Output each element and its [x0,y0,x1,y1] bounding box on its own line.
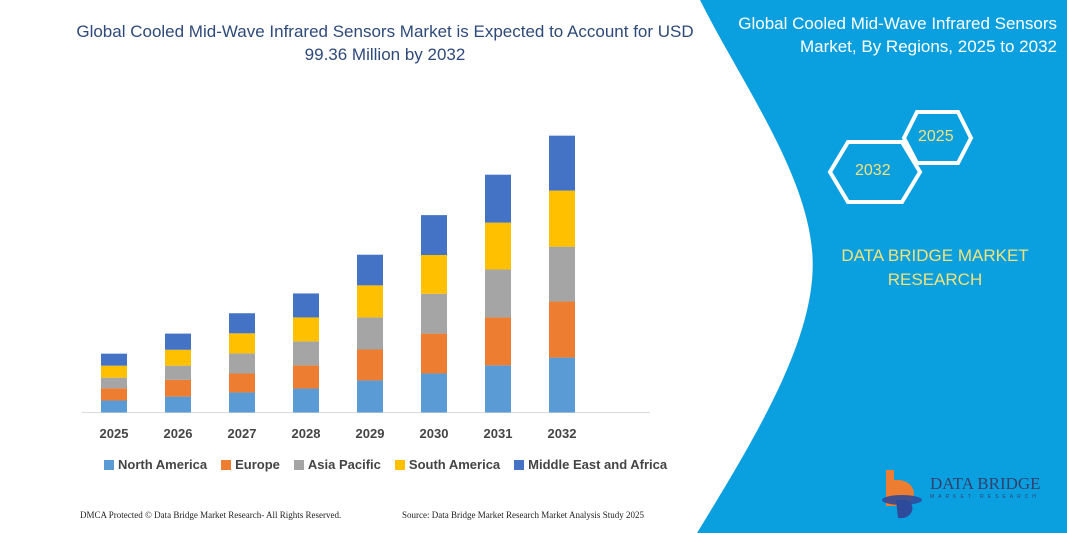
bar-segment-2026-1 [165,379,191,397]
x-tick-label: 2026 [164,426,193,441]
bar-segment-2028-4 [293,293,319,318]
legend-label: South America [408,457,501,472]
bar-segment-2026-2 [165,365,191,380]
x-tick-label: 2027 [228,426,257,441]
bar-segment-2030-2 [421,293,447,334]
hex-label-2025: 2025 [918,128,954,145]
hexagon-2032 [827,140,923,204]
x-tick-label: 2031 [484,426,513,441]
legend-swatch [293,460,304,470]
bar-segment-2026-0 [165,396,191,413]
hexagon-2025 [901,110,974,165]
side-panel-title: Global Cooled Mid-Wave Infrared Sensors … [738,14,1057,56]
bar-segment-2029-0 [357,380,383,413]
bar-segment-2030-3 [421,254,447,294]
legend-label: Europe [235,457,280,472]
footer-copyright: DMCA Protected © Data Bridge Market Rese… [80,510,342,520]
bar-segment-2026-4 [165,333,191,350]
bar-segment-2028-3 [293,317,319,342]
legend-swatch [104,460,114,470]
hex-label-2032: 2032 [855,162,891,179]
bar-segment-2031-3 [485,222,511,270]
x-tick-label: 2032 [548,426,577,441]
bar-segment-2032-4 [549,135,575,191]
bar-segment-2032-3 [549,190,575,247]
bar-segment-2030-4 [421,215,447,255]
bar-segment-2031-0 [485,365,511,413]
legend-label: North America [118,457,208,472]
bar-segment-2032-0 [549,357,575,413]
legend-swatch [514,460,525,470]
legend-item: Europe [221,457,280,472]
legend-item: Middle East and Africa [514,457,667,472]
bar-segment-2028-0 [293,388,319,413]
data-bridge-logo-icon [882,470,922,519]
bar-segment-2027-2 [229,353,255,374]
footer-source: Source: Data Bridge Market Research Mark… [402,510,644,520]
x-tick-label: 2030 [420,426,449,441]
bar-segment-2027-3 [229,333,255,354]
bar-segment-2029-2 [357,317,383,350]
bar-segment-2030-0 [421,373,447,413]
bar-segment-2031-2 [485,269,511,318]
brand-text: DATA BRIDGE MARKET RESEARCH [841,246,1029,289]
legend-item: Asia Pacific [293,457,381,472]
bar-segment-2026-3 [165,349,191,366]
legend-item: South America [394,457,501,472]
legend-item: North America [104,457,207,472]
bar-segment-2025-4 [101,353,127,366]
bar-segment-2028-1 [293,365,319,389]
logo-text: DATA BRIDGE [930,474,1041,493]
x-tick-label: 2028 [292,426,321,441]
x-tick-label: 2025 [100,426,129,441]
bar-segment-2029-4 [357,254,383,286]
bar-segment-2027-1 [229,373,255,393]
chart-title: Global Cooled Mid-Wave Infrared Sensors … [76,22,694,64]
bar-segment-2027-4 [229,313,255,334]
bar-segment-2030-1 [421,333,447,374]
bar-segment-2032-2 [549,246,575,302]
legend-swatch [221,460,232,470]
bar-segment-2029-3 [357,285,383,318]
bar-segment-2025-2 [101,377,127,389]
legend-label: Middle East and Africa [528,457,668,472]
bar-segment-2028-2 [293,341,319,366]
stacked-bar-chart: 2025 2026 2027 2028 2029 2030 2031 2032 [82,135,650,441]
bar-segment-2031-1 [485,317,511,366]
x-tick-label: 2029 [356,426,385,441]
bar-segment-2031-4 [485,174,511,223]
legend: North America Europe Asia Pacific South Ame… [104,457,667,472]
legend-label: Asia Pacific [307,457,381,472]
bar-segment-2029-1 [357,349,383,381]
bar-segment-2025-1 [101,388,127,401]
bar-segment-2025-3 [101,365,127,378]
bar-segment-2027-0 [229,392,255,413]
logo-subtext: MARKET RESEARCH [930,494,1040,500]
bar-segment-2032-1 [549,301,575,358]
legend-swatch [394,460,405,470]
bar-segment-2025-0 [101,400,127,413]
